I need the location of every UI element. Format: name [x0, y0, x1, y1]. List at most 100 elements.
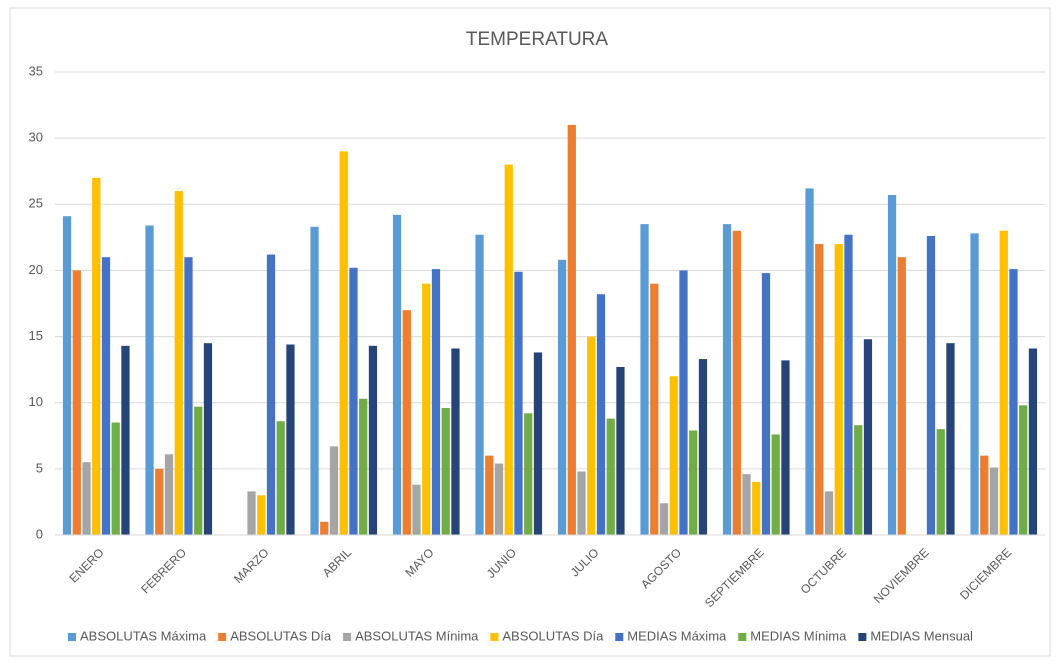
bar	[698, 359, 708, 535]
bar	[203, 343, 213, 535]
bar	[494, 463, 504, 535]
bar	[524, 413, 533, 535]
bar	[669, 376, 678, 535]
y-tick-label: 20	[29, 262, 43, 277]
y-tick-label: 0	[36, 526, 43, 541]
bar	[834, 243, 843, 535]
bar	[72, 270, 81, 535]
bar	[441, 408, 450, 535]
chart-title: TEMPERATURA	[466, 29, 608, 50]
bar	[121, 345, 130, 535]
bar	[1009, 269, 1018, 535]
bar	[349, 267, 358, 535]
bar	[286, 344, 295, 535]
bar	[475, 234, 484, 535]
bar	[577, 471, 586, 535]
bar	[659, 503, 669, 535]
bar	[815, 243, 824, 535]
legend-label: ABSOLUTAS Máxima	[80, 628, 207, 643]
bar	[422, 283, 431, 535]
bar	[805, 188, 814, 535]
legend-swatch	[218, 633, 227, 641]
bar	[596, 294, 606, 535]
bar	[310, 226, 319, 535]
bar	[431, 269, 441, 535]
bar	[557, 259, 567, 535]
bar	[533, 352, 543, 535]
bar	[887, 195, 897, 536]
bar	[689, 430, 698, 535]
bar	[587, 336, 596, 535]
bar	[863, 339, 873, 535]
bar	[402, 310, 411, 535]
bar	[514, 271, 523, 535]
bar	[92, 177, 101, 536]
bar	[155, 468, 164, 535]
bar	[936, 429, 945, 535]
bar	[854, 425, 863, 535]
bar	[980, 455, 989, 535]
bar	[184, 257, 193, 535]
bar	[257, 495, 266, 535]
bar	[101, 257, 111, 535]
bar	[742, 474, 751, 535]
bar	[781, 360, 790, 535]
bar	[761, 273, 771, 535]
y-tick-label: 30	[29, 130, 43, 145]
legend-label: ABSOLUTAS Día	[502, 628, 604, 643]
bar	[640, 224, 649, 535]
bar	[194, 406, 203, 535]
bar	[392, 214, 402, 535]
bar	[970, 233, 979, 536]
y-tick-label: 25	[29, 196, 43, 211]
bar	[650, 283, 659, 535]
bar	[606, 418, 615, 535]
legend-swatch	[68, 633, 76, 641]
legend-swatch	[490, 633, 499, 641]
bar	[679, 270, 688, 535]
chart-frame	[9, 7, 1051, 657]
bar	[339, 151, 348, 535]
legend-swatch	[615, 633, 624, 641]
bar	[504, 164, 513, 535]
legend-label: ABSOLUTAS Día	[230, 628, 332, 643]
bar	[368, 345, 378, 535]
bar	[82, 462, 91, 535]
bar	[276, 421, 285, 535]
y-tick-label: 35	[29, 63, 43, 78]
bar	[412, 484, 421, 535]
bar	[946, 343, 955, 535]
legend-swatch	[738, 633, 747, 641]
bar	[1028, 348, 1038, 535]
bar	[771, 434, 780, 535]
bar	[247, 491, 256, 535]
legend-label: MEDIAS Mensual	[870, 628, 973, 643]
bar	[824, 491, 834, 535]
legend-label: ABSOLUTAS Mínima	[355, 628, 479, 643]
legend-label: MEDIAS Mínima	[750, 628, 847, 643]
bar	[485, 455, 494, 535]
legend-label: MEDIAS Máxima	[627, 628, 727, 643]
bar	[111, 422, 120, 535]
legend-swatch	[343, 633, 352, 641]
bar	[897, 257, 906, 535]
bar	[844, 234, 853, 535]
bar	[732, 230, 741, 535]
y-tick-label: 5	[36, 460, 43, 475]
bar	[1019, 405, 1028, 535]
legend-swatch	[858, 633, 867, 641]
bar	[359, 398, 368, 535]
bar	[999, 230, 1008, 535]
y-tick-label: 15	[29, 328, 43, 343]
bar	[752, 482, 761, 535]
bar	[266, 254, 276, 535]
bar	[451, 348, 460, 535]
bar	[616, 366, 625, 535]
bar	[926, 236, 936, 535]
bar	[174, 191, 183, 536]
bar	[164, 454, 174, 535]
legend: ABSOLUTAS Máxima ABSOLUTAS Día ABSOLUTAS M…	[68, 628, 973, 643]
y-tick-label: 10	[29, 394, 43, 409]
bar	[989, 467, 999, 535]
